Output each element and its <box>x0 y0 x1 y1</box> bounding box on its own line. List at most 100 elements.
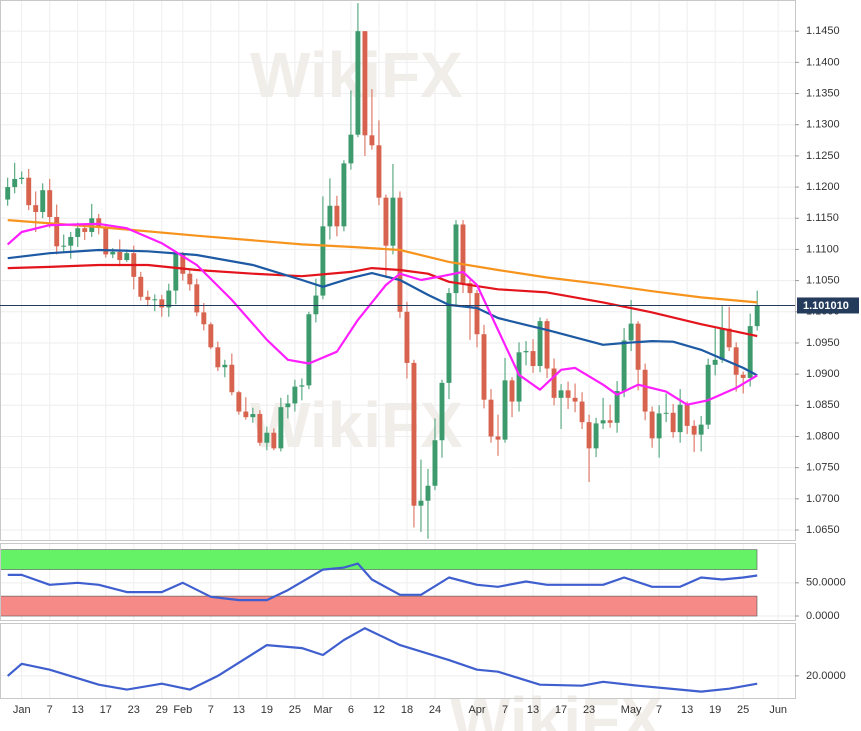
candle-body <box>117 251 123 261</box>
y-tick-label: 1.1050 <box>806 275 840 287</box>
candle-body <box>691 425 697 435</box>
pane-frame <box>0 543 796 621</box>
candle-body <box>334 205 340 227</box>
candle-body <box>712 359 718 365</box>
last-price-box <box>797 297 859 314</box>
candle-body <box>124 253 130 261</box>
y-tick-label: 1.1250 <box>806 150 840 162</box>
candle-body <box>208 324 214 348</box>
y-tick-label: 1.1400 <box>806 56 840 68</box>
candle-body <box>180 253 186 274</box>
line-series <box>7 263 758 338</box>
candle-body <box>173 253 179 291</box>
candle-body <box>292 386 298 404</box>
x-tick-label: 13 <box>681 704 693 716</box>
line-series <box>6 627 758 693</box>
candle-body <box>684 404 690 426</box>
candle-body <box>705 364 711 425</box>
candle-body <box>341 163 347 227</box>
band <box>0 595 758 617</box>
candle-body <box>215 347 221 368</box>
candle-body <box>26 177 32 206</box>
x-tick-label: 13 <box>72 704 84 716</box>
candle-body <box>47 190 53 217</box>
y-tick-label: 1.0850 <box>806 399 840 411</box>
candle-body <box>355 31 361 135</box>
x-tick-label: 24 <box>429 704 441 716</box>
candle-body <box>509 380 515 402</box>
candle-body <box>572 397 578 402</box>
candle-body <box>159 299 165 308</box>
x-tick-label: 12 <box>373 704 385 716</box>
x-tick-label: 18 <box>401 704 413 716</box>
watermark: WikiFX <box>450 684 663 731</box>
candle-body <box>579 401 585 423</box>
x-tick-label: 7 <box>47 704 53 716</box>
x-tick-label: 7 <box>656 704 662 716</box>
candle-body <box>488 399 494 437</box>
candle-body <box>614 390 620 423</box>
candle-body <box>194 284 200 313</box>
y-tick-label: 20.0000 <box>806 670 846 682</box>
candle-body <box>299 385 305 387</box>
candle-body <box>439 382 445 441</box>
line-series <box>6 222 758 406</box>
candle-body <box>257 414 263 443</box>
candle-body <box>75 228 81 237</box>
candle-body <box>432 440 438 486</box>
candle-body <box>733 347 739 375</box>
x-tick-label: 25 <box>289 704 301 716</box>
candle-body <box>607 420 613 423</box>
candle-body <box>635 323 641 370</box>
candle-body <box>5 187 11 200</box>
candle-body <box>502 380 508 440</box>
y-tick-label: 1.1150 <box>806 212 839 224</box>
candle-body <box>362 31 368 136</box>
candle-body <box>523 351 529 353</box>
candle-body <box>166 290 172 308</box>
candle-body <box>628 323 634 341</box>
candle-body <box>243 411 249 418</box>
y-tick-label: 1.1300 <box>806 119 840 131</box>
candle-body <box>558 390 564 398</box>
x-tick-label: 17 <box>100 704 112 716</box>
candle-body <box>12 178 18 188</box>
band <box>0 549 758 570</box>
candle-body <box>446 293 452 383</box>
x-tick-label: 7 <box>208 704 214 716</box>
x-tick-label: Mar <box>313 704 332 716</box>
x-tick-label: 13 <box>233 704 245 716</box>
x-tick-label: 19 <box>261 704 273 716</box>
candle-body <box>19 177 25 179</box>
candle-body <box>670 412 676 433</box>
y-tick-label: 1.0700 <box>806 493 840 505</box>
line-series <box>7 219 758 304</box>
candle-body <box>54 216 60 247</box>
line-series <box>7 562 758 602</box>
candle-body <box>404 311 410 363</box>
candle-body <box>411 362 417 506</box>
pane-frame <box>0 623 796 699</box>
candle-body <box>236 392 242 412</box>
candle-body <box>40 190 46 213</box>
y-tick-label: 1.1350 <box>806 87 840 99</box>
candle-body <box>327 205 333 227</box>
last-price-label: 1.101010 <box>803 300 849 312</box>
candle-body <box>285 403 291 408</box>
candle-body <box>187 273 193 285</box>
candle-body <box>649 411 655 439</box>
candle-body <box>677 404 683 433</box>
candle-body <box>145 296 151 300</box>
candle-body <box>369 135 375 146</box>
candle-body <box>537 321 543 367</box>
candle-body <box>103 226 109 255</box>
candle-body <box>740 374 746 378</box>
candle-body <box>642 369 648 412</box>
y-tick-label: 1.1100 <box>806 243 839 255</box>
candle-body <box>516 352 522 402</box>
x-tick-label: 29 <box>156 704 168 716</box>
candle-body <box>201 312 207 325</box>
y-tick-label: 50.0000 <box>806 577 846 589</box>
candle-body <box>250 414 256 418</box>
